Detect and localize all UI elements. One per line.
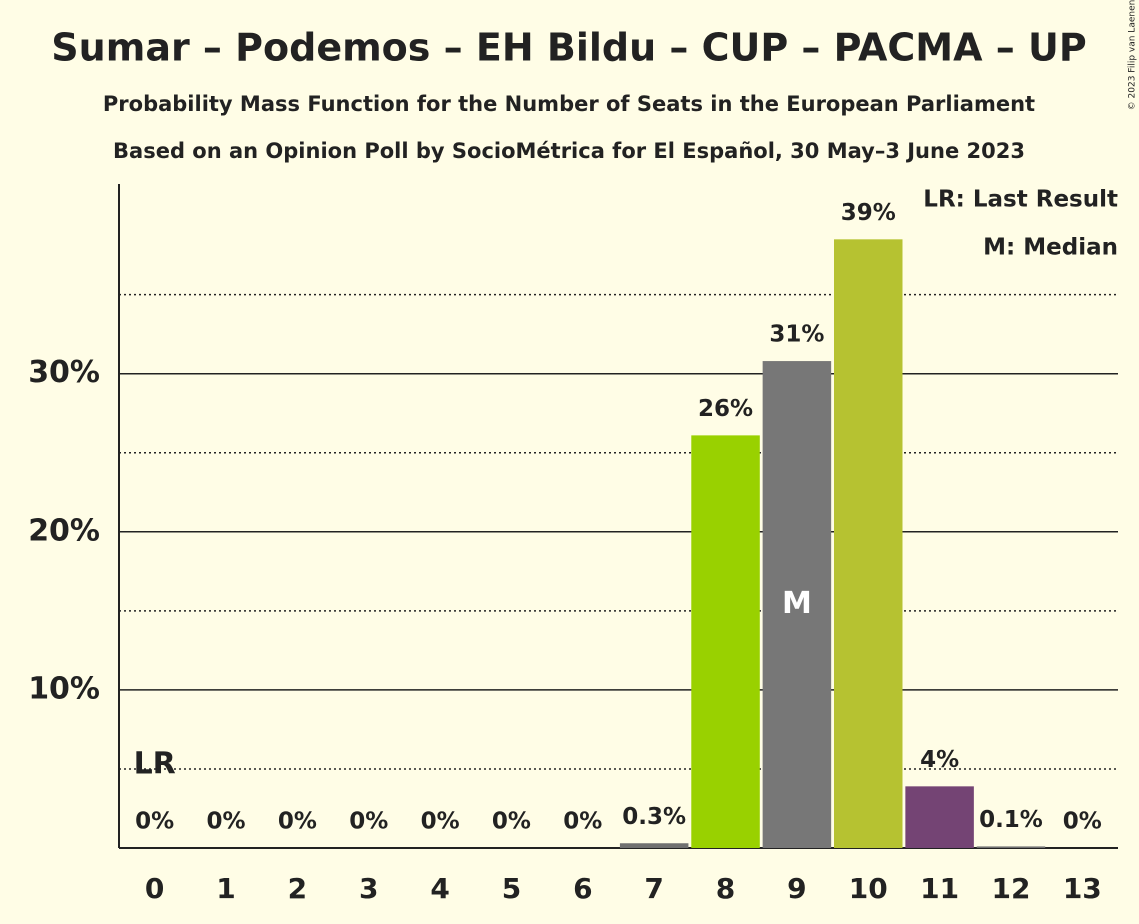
value-label: 4% [920,747,959,773]
bar [691,435,760,848]
y-tick-label: 10% [28,671,100,706]
value-label: 0% [563,809,602,835]
value-label: 0% [349,809,388,835]
x-tick-label: 7 [644,872,663,905]
x-tick-label: 5 [502,872,521,905]
x-tick-label: 13 [1063,872,1102,905]
x-tick-label: 3 [359,872,378,905]
bar [833,239,903,849]
legend-entry: M: Median [983,235,1118,261]
x-tick-label: 10 [849,872,888,905]
x-tick-label: 2 [288,872,307,905]
value-label: 0% [421,809,460,835]
legend-entry: LR: Last Result [923,187,1118,213]
annotation: M [782,586,812,621]
value-label: 0% [492,809,531,835]
chart-subtitle: Probability Mass Function for the Number… [103,92,1035,116]
chart-subtitle: Based on an Opinion Poll by SocioMétrica… [113,139,1025,163]
x-tick-label: 1 [216,872,235,905]
x-tick-label: 11 [920,872,959,905]
value-label: 31% [769,322,824,348]
y-tick-label: 20% [28,513,100,548]
value-label: 26% [698,396,753,422]
x-tick-label: 6 [573,872,592,905]
value-label: 0% [207,809,246,835]
bar [905,786,974,848]
value-label: 39% [841,200,896,226]
bar [762,361,832,848]
x-tick-label: 0 [145,872,164,905]
bar [619,843,689,848]
x-tick-label: 4 [430,872,449,905]
y-tick-label: 30% [28,355,100,390]
copyright: © 2023 Filip van Laenen [1128,0,1138,110]
bar [976,846,1046,848]
annotation: LR [134,747,176,782]
value-label: 0.1% [979,807,1043,833]
x-tick-label: 12 [991,872,1030,905]
value-label: 0% [278,809,317,835]
value-label: 0.3% [622,804,686,830]
chart-title: Sumar – Podemos – EH Bildu – CUP – PACMA… [51,26,1086,70]
value-label: 0% [1063,809,1102,835]
value-label: 0% [135,809,174,835]
x-tick-label: 8 [716,872,735,905]
x-tick-label: 9 [787,872,806,905]
